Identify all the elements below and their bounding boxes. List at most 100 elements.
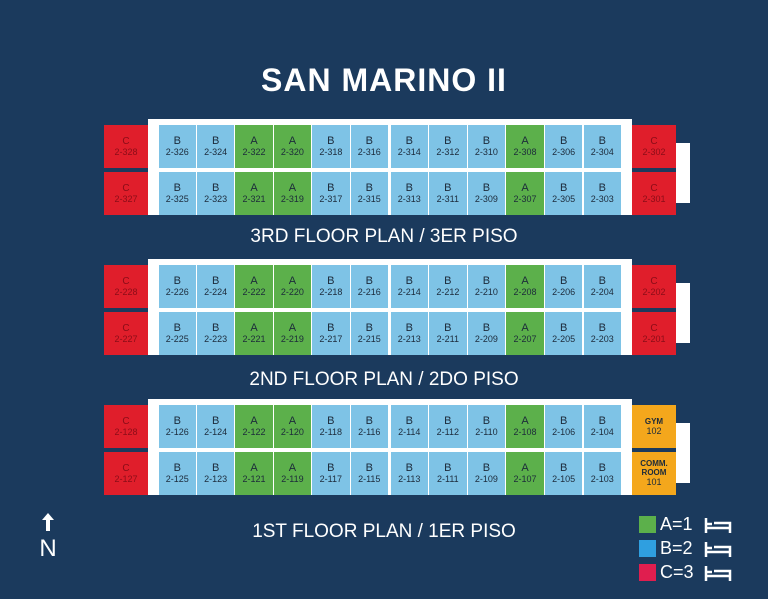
unit: A 2-222 [235,265,273,308]
unit-number: 2-315 [357,193,381,204]
unit: B 2-224 [196,265,235,308]
unit-type: B [211,414,220,427]
unit-number: 2-107 [513,473,537,484]
unit-number: 2-313 [397,193,421,204]
unit-type: B [598,321,606,334]
unit-type: C [122,462,130,474]
unit: GYM 102 [632,405,676,448]
unit-number: 2-319 [280,193,304,204]
unit-number: 2-328 [114,146,138,157]
unit-type: A [521,181,529,194]
bed-glyph [704,518,732,533]
unit: B 2-306 [544,125,583,168]
unit-type: B [327,414,335,427]
unit: B 2-304 [583,125,621,168]
unit-type: B [405,461,413,474]
unit: B 2-215 [350,312,388,355]
unit-type: A [250,181,258,194]
legend-swatch [639,516,656,533]
unit: B 2-314 [390,125,428,168]
unit-type: B [327,134,335,147]
unit: B 2-206 [544,265,583,308]
unit: B 2-209 [467,312,506,355]
unit-type: C [122,322,130,334]
unit-number: 2-226 [165,286,189,297]
unit-number: 2-204 [590,286,614,297]
unit-type: B [444,134,452,147]
unit-number: 2-216 [357,286,381,297]
unit: C 2-227 [104,312,148,355]
unit-number: 2-212 [436,286,460,297]
unit-number: 2-227 [114,333,138,344]
unit-number: 2-301 [642,193,666,204]
unit-number: 2-323 [204,193,228,204]
unit-type: A [521,134,529,147]
unit-type: B [365,321,373,334]
unit: B 2-212 [429,265,467,308]
unit-type: A [250,461,258,474]
unit: C 2-202 [632,265,676,308]
unit: B 2-313 [390,172,428,215]
unit-number: 2-326 [165,146,189,157]
unit-number: 2-225 [165,333,189,344]
unit-type: B [444,414,452,427]
unit: B 2-223 [196,312,235,355]
unit: B 2-111 [429,452,467,495]
unit-number: 2-304 [590,146,614,157]
annex [676,423,690,483]
unit-type: B [559,134,568,147]
unit: B 2-109 [467,452,506,495]
unit-type: A [250,274,258,287]
unit: B 2-324 [196,125,235,168]
unit: B 2-203 [583,312,621,355]
unit-number: 2-104 [590,426,614,437]
unit-type: B [482,461,491,474]
unit-type: A [288,181,297,194]
legend-swatch [639,540,656,557]
unit-type: B [482,134,491,147]
unit: B 2-118 [312,405,350,448]
unit: C 2-328 [104,125,148,168]
unit-type: B [405,414,413,427]
unit: B 2-213 [390,312,428,355]
unit-number: 2-213 [397,333,421,344]
unit-type: A [250,414,258,427]
unit-type: C [650,275,658,287]
north-arrow [42,513,54,531]
unit-type: B [482,181,491,194]
unit-number: 2-318 [319,146,343,157]
bed-glyph [704,542,732,557]
unit-type: B [559,414,568,427]
unit-type: A [521,321,529,334]
unit-type: B [211,274,220,287]
unit-number: 102 [646,425,662,436]
unit-number: 2-222 [242,286,266,297]
unit-number: 2-202 [642,286,666,297]
unit: B 2-105 [544,452,583,495]
unit: B 2-104 [583,405,621,448]
unit: A 2-207 [506,312,544,355]
unit-number: 2-320 [280,146,304,157]
unit-type: C [122,275,130,287]
legend-label: A=1 [660,514,693,534]
unit: B 2-315 [350,172,388,215]
unit-number: 2-103 [590,473,614,484]
unit: B 2-218 [312,265,350,308]
legend-swatch [639,564,656,581]
unit-type: B [444,181,452,194]
unit-number: 2-125 [165,473,189,484]
unit-number: 2-118 [319,426,343,437]
unit-number: 2-106 [552,426,576,437]
unit: B 2-204 [583,265,621,308]
unit-type: A [250,321,258,334]
unit: A 2-220 [273,265,312,308]
unit-number: 2-126 [165,426,189,437]
unit: B 2-116 [350,405,388,448]
unit-number: 2-119 [281,473,304,484]
unit-type: A [250,134,258,147]
unit-type: A [288,134,297,147]
unit-number: 2-224 [204,286,228,297]
unit: B 2-310 [467,125,506,168]
unit-number: 2-112 [436,426,460,437]
unit-type: B [598,274,606,287]
